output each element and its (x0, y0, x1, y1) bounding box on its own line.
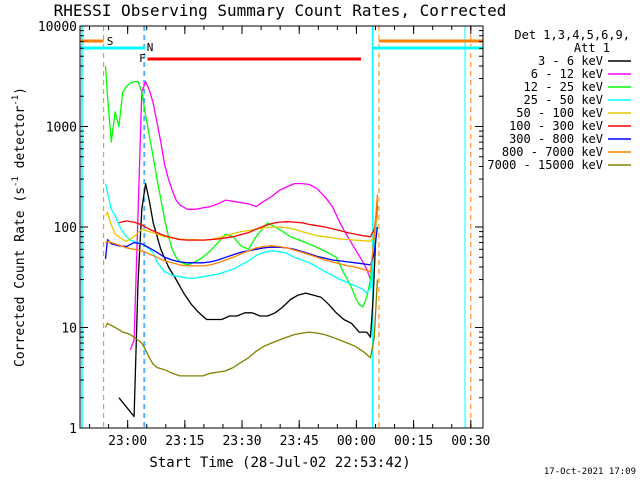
x-axis: 23:00 23:15 23:30 23:45 00:00 00:15 00:30 (89, 26, 490, 449)
y-axis-label-end: ) (13, 87, 28, 95)
series-line-8 (105, 194, 379, 273)
y-axis: 1 10 100 1000 10000 (38, 20, 483, 437)
series-line-6 (118, 206, 379, 241)
x-tick-label: 00:15 (394, 434, 433, 449)
series-line-5 (104, 211, 379, 242)
annotation-s: S (107, 35, 114, 48)
y-axis-label-superscript-2: -1 (11, 95, 21, 106)
y-axis-label: Corrected Count Rate (s-1 detector-1) (11, 87, 28, 367)
y-tick-label: 10000 (38, 20, 77, 35)
y-axis-label-middle: detector (13, 106, 28, 177)
series-line-3 (104, 65, 379, 308)
annotation-n: N (147, 41, 154, 54)
y-axis-label-superscript-1: -1 (11, 176, 21, 187)
footer-timestamp: 17-Oct-2021 17:09 (544, 467, 636, 477)
x-axis-label: Start Time (28-Jul-02 22:53:42) (149, 455, 410, 471)
y-tick-label: 1000 (46, 121, 77, 136)
x-tick-label: 23:30 (222, 434, 261, 449)
x-tick-label: 23:15 (165, 434, 204, 449)
series-line-4 (104, 183, 379, 294)
legend-label-6: 100 - 300 keV (509, 119, 603, 133)
chart-title: RHESSI Observing Summary Count Rates, Co… (54, 1, 507, 20)
series-line-7 (104, 226, 379, 266)
x-tick-label: 23:45 (280, 434, 319, 449)
series-line-1 (118, 182, 377, 418)
y-tick-label: 10 (61, 322, 77, 337)
series-line-9 (104, 279, 379, 377)
x-tick-label: 23:00 (108, 434, 147, 449)
legend-label-1: 3 - 6 keV (538, 54, 603, 68)
legend-label-4: 25 - 50 keV (524, 93, 603, 107)
plot-area: S NF (80, 26, 483, 428)
y-tick-label: 100 (54, 221, 77, 236)
annotation-f: F (139, 52, 146, 65)
legend-label-8: 800 - 7000 keV (502, 145, 603, 159)
y-tick-label: 1 (69, 422, 77, 437)
legend-label-9: 7000 - 15000 keV (487, 158, 603, 172)
legend-label-5: 50 - 100 keV (516, 106, 603, 120)
x-tick-label: 00:00 (337, 434, 376, 449)
series-line-2 (129, 80, 379, 351)
x-tick-label: 00:30 (451, 434, 490, 449)
legend-header-line-2: Att 1 (574, 41, 610, 55)
y-axis-label-main: Corrected Count Rate (s (13, 187, 28, 367)
legend-label-7: 300 - 800 keV (509, 132, 603, 146)
legend-label-2: 6 - 12 keV (531, 67, 603, 81)
legend-label-3: 12 - 25 keV (524, 80, 603, 94)
legend-header-line-1: Det 1,3,4,5,6,9, (514, 28, 630, 42)
